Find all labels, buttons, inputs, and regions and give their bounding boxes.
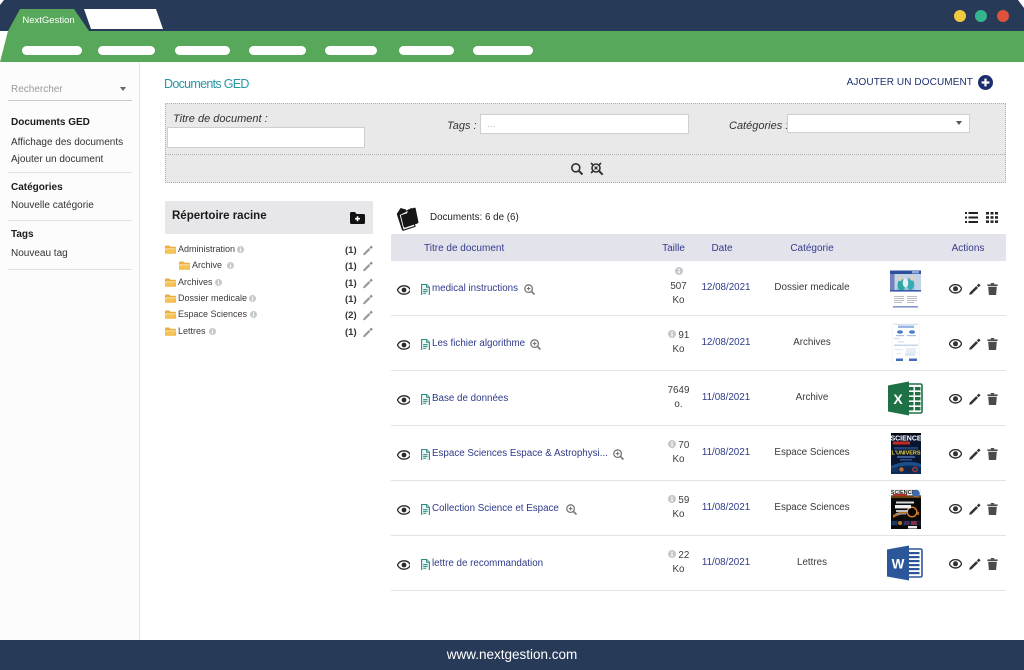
svg-text:SCIENCE: SCIENCE xyxy=(891,490,916,496)
svg-text:L'UNIVERS: L'UNIVERS xyxy=(891,451,920,457)
svg-text:SCIENCE: SCIENCE xyxy=(891,436,921,443)
svg-text:X: X xyxy=(893,391,903,407)
svg-text:W: W xyxy=(892,557,905,572)
